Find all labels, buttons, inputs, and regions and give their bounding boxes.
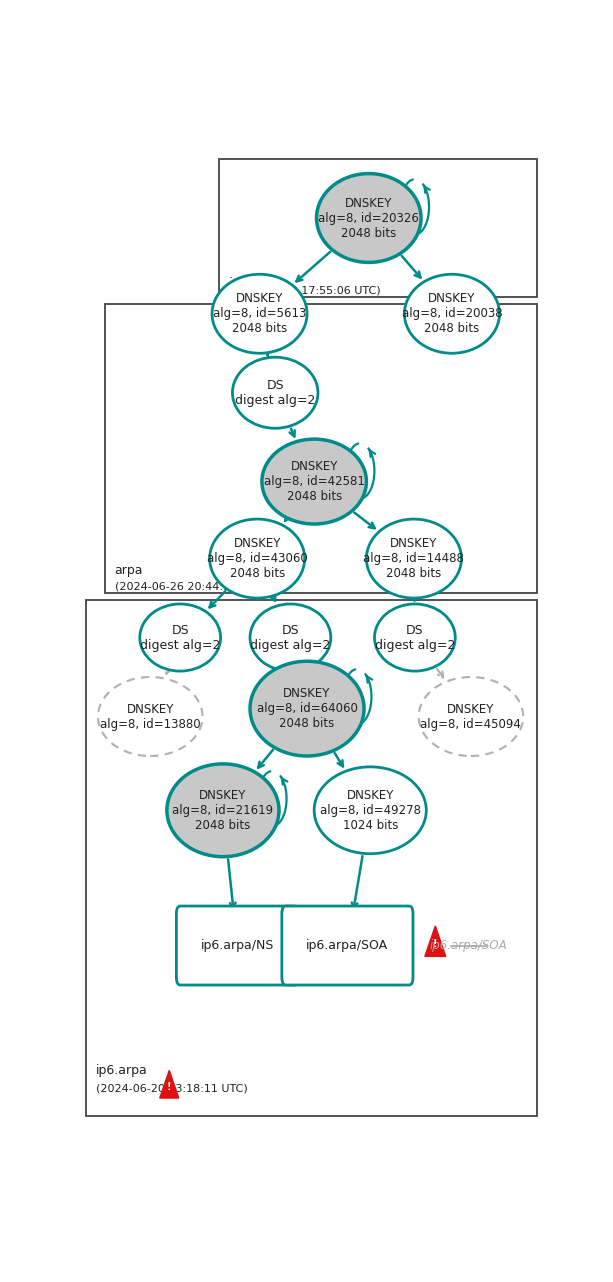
Ellipse shape (232, 358, 318, 428)
Ellipse shape (250, 604, 331, 670)
Text: !: ! (167, 1082, 172, 1092)
Polygon shape (160, 1070, 179, 1099)
Text: DNSKEY
alg=8, id=21619
2048 bits: DNSKEY alg=8, id=21619 2048 bits (172, 788, 273, 832)
Text: DS
digest alg=2: DS digest alg=2 (235, 378, 316, 406)
Ellipse shape (250, 662, 364, 756)
Text: DS
digest alg=2: DS digest alg=2 (375, 623, 455, 651)
Ellipse shape (314, 767, 426, 854)
FancyBboxPatch shape (86, 600, 538, 1117)
Ellipse shape (262, 440, 367, 524)
Polygon shape (425, 926, 446, 956)
Text: !: ! (433, 940, 438, 950)
Ellipse shape (140, 604, 221, 670)
Ellipse shape (367, 519, 462, 597)
Text: arpa: arpa (115, 564, 143, 577)
Text: .: . (229, 268, 233, 281)
Ellipse shape (419, 677, 524, 756)
Text: (2024-06-20 23:18:11 UTC): (2024-06-20 23:18:11 UTC) (96, 1083, 248, 1094)
FancyBboxPatch shape (219, 159, 538, 297)
Ellipse shape (316, 173, 421, 263)
Text: ip6.arpa/SOA: ip6.arpa/SOA (306, 938, 389, 953)
Text: ip6.arpa: ip6.arpa (96, 1064, 147, 1077)
Text: DNSKEY
alg=8, id=13880: DNSKEY alg=8, id=13880 (100, 703, 200, 731)
FancyBboxPatch shape (177, 906, 298, 985)
Text: DS
digest alg=2: DS digest alg=2 (140, 623, 221, 651)
Text: DNSKEY
alg=8, id=14488
2048 bits: DNSKEY alg=8, id=14488 2048 bits (364, 537, 465, 579)
Ellipse shape (375, 604, 455, 670)
Ellipse shape (210, 519, 305, 597)
FancyBboxPatch shape (105, 304, 538, 594)
Text: DNSKEY
alg=8, id=45094: DNSKEY alg=8, id=45094 (421, 703, 522, 731)
FancyBboxPatch shape (282, 906, 413, 985)
Text: DNSKEY
alg=8, id=20038
2048 bits: DNSKEY alg=8, id=20038 2048 bits (402, 292, 502, 336)
Text: DS
digest alg=2: DS digest alg=2 (250, 623, 330, 651)
Ellipse shape (212, 274, 307, 354)
Text: ip6.arpa/SOA: ip6.arpa/SOA (430, 938, 508, 953)
Text: ip6.arpa/NS: ip6.arpa/NS (200, 938, 274, 953)
Ellipse shape (167, 764, 279, 856)
Ellipse shape (405, 274, 500, 354)
Text: DNSKEY
alg=8, id=43060
2048 bits: DNSKEY alg=8, id=43060 2048 bits (207, 537, 308, 579)
Text: DNSKEY
alg=8, id=42581
2048 bits: DNSKEY alg=8, id=42581 2048 bits (264, 460, 365, 503)
Text: DNSKEY
alg=8, id=49278
1024 bits: DNSKEY alg=8, id=49278 1024 bits (320, 788, 421, 832)
Text: (2024-06-20 17:55:06 UTC): (2024-06-20 17:55:06 UTC) (229, 285, 380, 295)
Text: DNSKEY
alg=8, id=20326
2048 bits: DNSKEY alg=8, id=20326 2048 bits (318, 196, 419, 240)
Text: DNSKEY
alg=8, id=64060
2048 bits: DNSKEY alg=8, id=64060 2048 bits (257, 687, 357, 731)
Ellipse shape (98, 677, 202, 756)
Text: (2024-06-26 20:44:10 UTC): (2024-06-26 20:44:10 UTC) (115, 581, 267, 591)
Text: DNSKEY
alg=8, id=5613
2048 bits: DNSKEY alg=8, id=5613 2048 bits (213, 292, 306, 336)
